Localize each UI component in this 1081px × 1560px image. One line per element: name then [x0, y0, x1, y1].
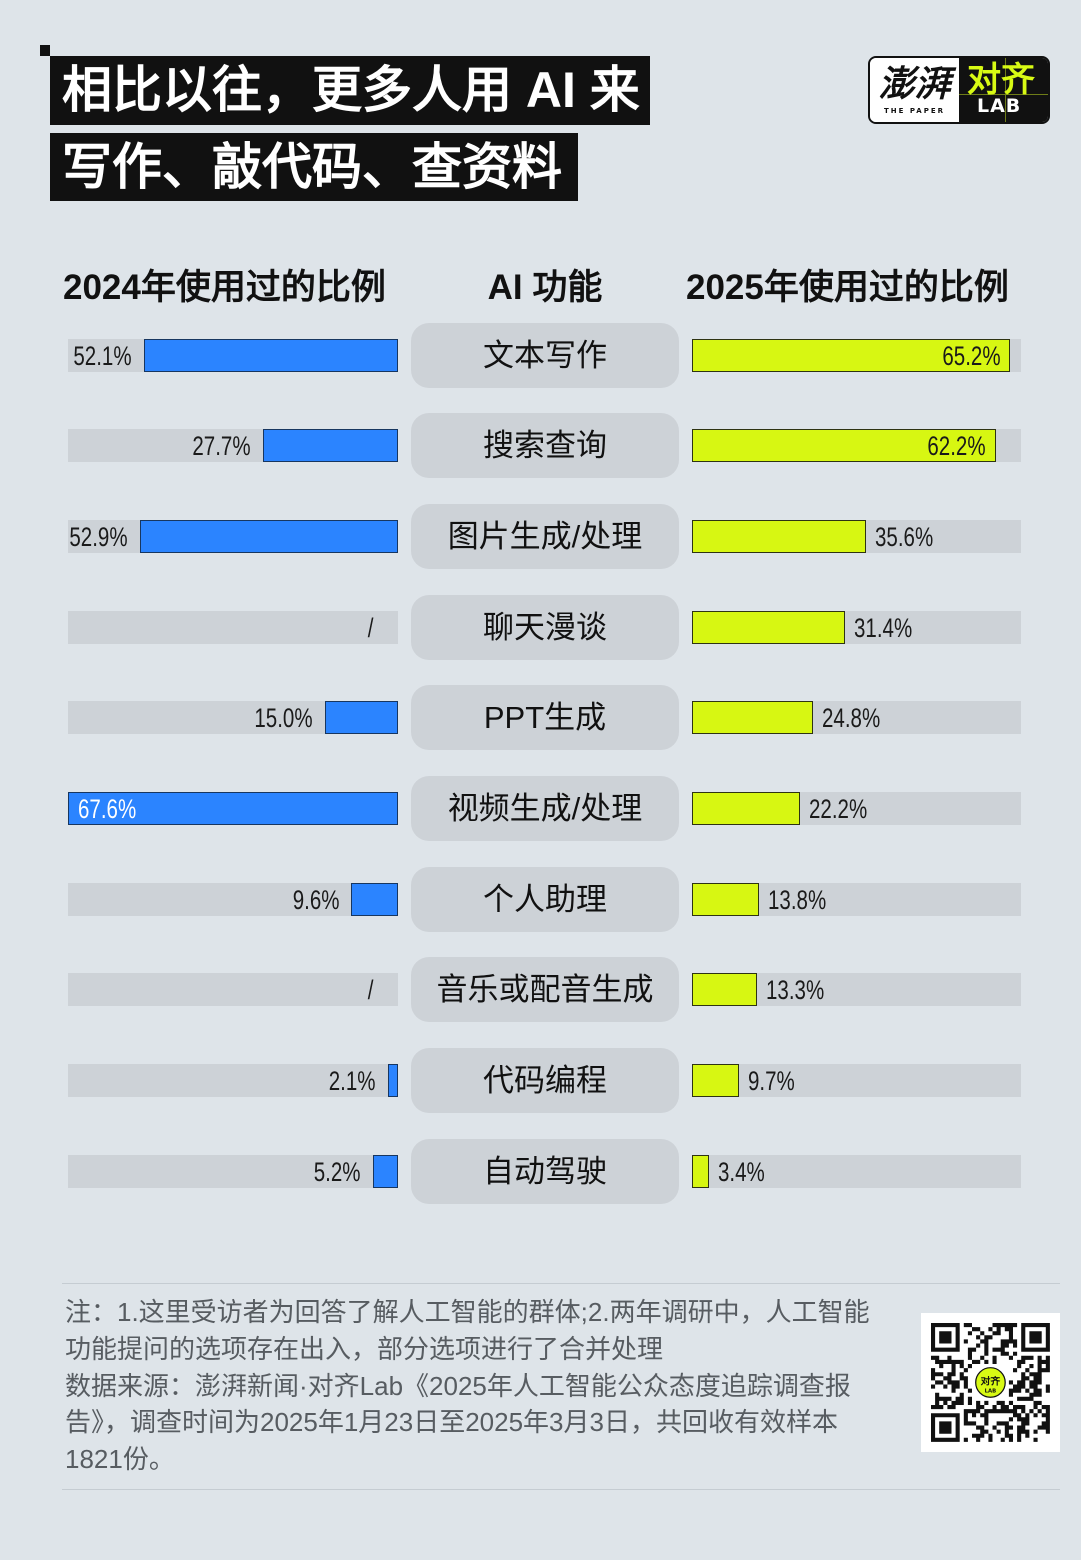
category-label-4: 聊天漫谈 [411, 594, 679, 660]
value-label-2025-1: 65.2% [942, 340, 1001, 371]
lab-logo-text: 对齐 [967, 61, 1035, 99]
track-2025-9 [692, 1063, 1021, 1097]
qr-code: 对齐 LAB [921, 1313, 1060, 1452]
bar-2024-10 [372, 1154, 398, 1188]
category-label-5: PPT生成 [411, 685, 679, 751]
header-2025: 2025年使用过的比例 [686, 268, 1009, 307]
value-label-2025-8: 13.3% [765, 975, 825, 1006]
footnote-line: 注：1.这里受访者为回答了解人工智能的群体;2.两年调研中，人工智能 [65, 1297, 870, 1327]
lab-logo-grid-line [1005, 58, 1006, 122]
value-label-2024-1: 52.1% [73, 340, 132, 371]
value-label-2025-9: 9.7% [748, 1065, 796, 1096]
chart-row-5: 15.0% PPT生成 24.8% [0, 685, 1081, 751]
lab-logo-grid-line [959, 94, 1048, 95]
category-label-7: 个人助理 [411, 866, 679, 932]
value-label-2025-3: 35.6% [874, 521, 933, 552]
category-label-3: 图片生成/处理 [411, 503, 679, 569]
qr-finder-patterns [931, 1323, 1050, 1442]
track-2024-8 [68, 973, 398, 1007]
bar-2025-4 [692, 610, 846, 644]
value-label-2024-2: 27.7% [192, 431, 251, 462]
bar-2024-5 [324, 701, 398, 735]
bar-2025-5 [692, 701, 814, 735]
track-2025-10 [692, 1154, 1021, 1188]
corner-mark [40, 45, 50, 56]
chart-row-6: 67.6% 视频生成/处理 22.2% [0, 775, 1081, 841]
qr-modules [931, 1323, 1050, 1442]
value-label-2025-4: 31.4% [854, 612, 913, 643]
value-label-2024-4: / [368, 612, 374, 643]
qr-center-logo-subtext: LAB [985, 1388, 997, 1394]
chart-row-10: 5.2% 自动驾驶 3.4% [0, 1138, 1081, 1204]
bar-2025-6 [692, 791, 801, 825]
value-label-2025-2: 62.2% [927, 431, 986, 462]
bar-2025-2 [692, 429, 996, 463]
bar-2025-8 [692, 973, 757, 1007]
chart-row-7: 9.6% 个人助理 13.8% [0, 866, 1081, 932]
bar-2024-6 [68, 791, 398, 825]
value-label-2024-3: 52.9% [69, 521, 128, 552]
value-label-2025-5: 24.8% [822, 703, 881, 734]
chart-row-1: 52.1% 文本写作 65.2% [0, 322, 1081, 388]
value-label-2024-5: 15.0% [254, 703, 313, 734]
value-label-2024-7: 9.6% [292, 884, 340, 915]
divider [62, 1283, 1060, 1284]
bar-2024-9 [387, 1063, 398, 1097]
bar-2024-2 [262, 429, 398, 463]
chart-row-9: 2.1% 代码编程 9.7% [0, 1047, 1081, 1113]
chart-row-4: / 聊天漫谈 31.4% [0, 594, 1081, 660]
value-label-2024-8: / [368, 975, 374, 1006]
footnote-line: 功能提问的选项存在出入，部分选项进行了合并处理 [65, 1333, 664, 1364]
header-category: AI 功能 [487, 268, 603, 307]
header-2024: 2024年使用过的比例 [63, 268, 386, 307]
chart-row-2: 27.7% 搜索查询 62.2% [0, 413, 1081, 479]
the-paper-logo-subtext: THE PAPER [883, 107, 946, 115]
value-label-2025-7: 13.8% [768, 884, 827, 915]
page-title-line-2: 写作、敲代码、查资料 [50, 133, 578, 201]
value-label-2025-6: 22.2% [809, 793, 868, 824]
footnote-line: 1821份。 [65, 1444, 175, 1475]
value-label-2024-6: 67.6% [78, 793, 137, 824]
category-label-2: 搜索查询 [411, 413, 679, 479]
qr-center-logo-text: 对齐 [981, 1375, 1001, 1388]
value-label-2025-10: 3.4% [717, 1156, 765, 1187]
track-2024-4 [68, 610, 398, 644]
track-2024-10 [68, 1154, 398, 1188]
lab-logo: 对齐 LAB [959, 58, 1048, 122]
chart-row-3: 52.9% 图片生成/处理 35.6% [0, 503, 1081, 569]
category-label-8: 音乐或配音生成 [411, 957, 679, 1023]
bar-2024-7 [351, 882, 398, 916]
the-paper-logo: 澎湃 THE PAPER [870, 58, 959, 122]
bar-2025-9 [692, 1063, 740, 1097]
chart-row-8: / 音乐或配音生成 13.3% [0, 957, 1081, 1023]
footnote: 注：1.这里受访者为回答了解人工智能的群体;2.两年调研中，人工智能 功能提问的… [65, 1294, 870, 1478]
footnote-line: 数据来源：澎湃新闻·对齐Lab《2025年人工智能公众态度追踪调查报 [65, 1370, 851, 1401]
qr-center-logo [975, 1367, 1006, 1398]
bar-2024-3 [139, 519, 398, 553]
divider [62, 1489, 1060, 1490]
bar-2024-1 [143, 338, 398, 372]
bar-2025-1 [692, 338, 1011, 372]
track-2024-7 [68, 882, 398, 916]
category-label-10: 自动驾驶 [411, 1138, 679, 1204]
lab-logo-subtext: LAB [977, 95, 1022, 117]
bar-2025-10 [692, 1154, 709, 1188]
page-title-line-1: 相比以往，更多人用 AI 来 [50, 56, 650, 125]
brand-logo: 澎湃 THE PAPER 对齐 LAB [868, 56, 1050, 124]
category-label-9: 代码编程 [411, 1047, 679, 1113]
value-label-2024-9: 2.1% [328, 1065, 376, 1096]
the-paper-logo-text: 澎湃 [878, 63, 951, 105]
footnote-line: 告》，调查时间为2025年1月23日至2025年3月3日，共回收有效样本 [65, 1407, 838, 1438]
category-label-1: 文本写作 [411, 322, 679, 388]
track-2024-9 [68, 1063, 398, 1097]
bar-2025-7 [692, 882, 760, 916]
value-label-2024-10: 5.2% [313, 1156, 361, 1187]
category-label-6: 视频生成/处理 [411, 775, 679, 841]
bar-2025-3 [692, 519, 866, 553]
